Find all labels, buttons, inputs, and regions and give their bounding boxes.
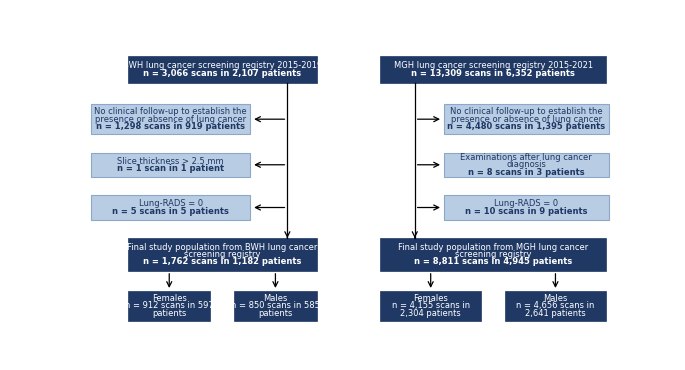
FancyBboxPatch shape bbox=[380, 56, 606, 83]
Text: Males: Males bbox=[543, 294, 568, 303]
FancyBboxPatch shape bbox=[380, 291, 481, 321]
Text: n = 850 scans in 585: n = 850 scans in 585 bbox=[231, 301, 320, 310]
Text: Examinations after lung cancer: Examinations after lung cancer bbox=[460, 153, 592, 162]
FancyBboxPatch shape bbox=[234, 291, 316, 321]
Text: BWH lung cancer screening registry 2015-2019: BWH lung cancer screening registry 2015-… bbox=[123, 61, 322, 70]
Text: n = 912 scans in 597: n = 912 scans in 597 bbox=[125, 301, 214, 310]
Text: n = 3,066 scans in 2,107 patients: n = 3,066 scans in 2,107 patients bbox=[143, 68, 301, 78]
Text: No clinical follow-up to establish the: No clinical follow-up to establish the bbox=[450, 107, 603, 116]
Text: Lung-RADS = 0: Lung-RADS = 0 bbox=[494, 199, 558, 208]
Text: n = 8,811 scans in 4,945 patients: n = 8,811 scans in 4,945 patients bbox=[414, 258, 572, 266]
Text: No clinical follow-up to establish the: No clinical follow-up to establish the bbox=[95, 107, 247, 116]
FancyBboxPatch shape bbox=[380, 238, 606, 271]
Text: Females: Females bbox=[152, 294, 187, 303]
Text: n = 10 scans in 9 patients: n = 10 scans in 9 patients bbox=[465, 207, 588, 216]
Text: patients: patients bbox=[258, 309, 292, 318]
FancyBboxPatch shape bbox=[444, 153, 608, 177]
Text: Final study population from BWH lung cancer: Final study population from BWH lung can… bbox=[127, 243, 318, 252]
Text: Males: Males bbox=[263, 294, 288, 303]
Text: diagnosis: diagnosis bbox=[506, 160, 546, 169]
FancyBboxPatch shape bbox=[128, 56, 316, 83]
Text: n = 4,155 scans in: n = 4,155 scans in bbox=[392, 301, 470, 310]
FancyBboxPatch shape bbox=[91, 153, 250, 177]
FancyBboxPatch shape bbox=[91, 104, 250, 134]
Text: Lung-RADS = 0: Lung-RADS = 0 bbox=[138, 199, 203, 208]
Text: n = 8 scans in 3 patients: n = 8 scans in 3 patients bbox=[468, 168, 584, 177]
Text: n = 1,298 scans in 919 patients: n = 1,298 scans in 919 patients bbox=[96, 122, 245, 131]
Text: 2,304 patients: 2,304 patients bbox=[400, 309, 461, 318]
Text: presence or absence of lung cancer: presence or absence of lung cancer bbox=[451, 115, 602, 124]
FancyBboxPatch shape bbox=[128, 291, 210, 321]
Text: screening registry: screening registry bbox=[455, 250, 532, 259]
FancyBboxPatch shape bbox=[505, 291, 606, 321]
Text: Slice thickness > 2.5 mm: Slice thickness > 2.5 mm bbox=[117, 157, 224, 165]
FancyBboxPatch shape bbox=[128, 238, 316, 271]
Text: MGH lung cancer screening registry 2015-2021: MGH lung cancer screening registry 2015-… bbox=[393, 61, 593, 70]
FancyBboxPatch shape bbox=[444, 195, 608, 220]
Text: Final study population from MGH lung cancer: Final study population from MGH lung can… bbox=[398, 243, 588, 252]
Text: screening registry: screening registry bbox=[184, 250, 260, 259]
Text: Females: Females bbox=[413, 294, 448, 303]
Text: n = 13,309 scans in 6,352 patients: n = 13,309 scans in 6,352 patients bbox=[411, 68, 575, 78]
Text: presence or absence of lung cancer: presence or absence of lung cancer bbox=[95, 115, 246, 124]
Text: 2,641 patients: 2,641 patients bbox=[525, 309, 586, 318]
Text: patients: patients bbox=[152, 309, 186, 318]
Text: n = 5 scans in 5 patients: n = 5 scans in 5 patients bbox=[112, 207, 229, 216]
Text: n = 1,762 scans in 1,182 patients: n = 1,762 scans in 1,182 patients bbox=[143, 258, 301, 266]
FancyBboxPatch shape bbox=[91, 195, 250, 220]
FancyBboxPatch shape bbox=[444, 104, 608, 134]
Text: n = 1 scan in 1 patient: n = 1 scan in 1 patient bbox=[117, 164, 224, 173]
Text: n = 4,480 scans in 1,395 patients: n = 4,480 scans in 1,395 patients bbox=[447, 122, 606, 131]
Text: n = 4,656 scans in: n = 4,656 scans in bbox=[516, 301, 595, 310]
